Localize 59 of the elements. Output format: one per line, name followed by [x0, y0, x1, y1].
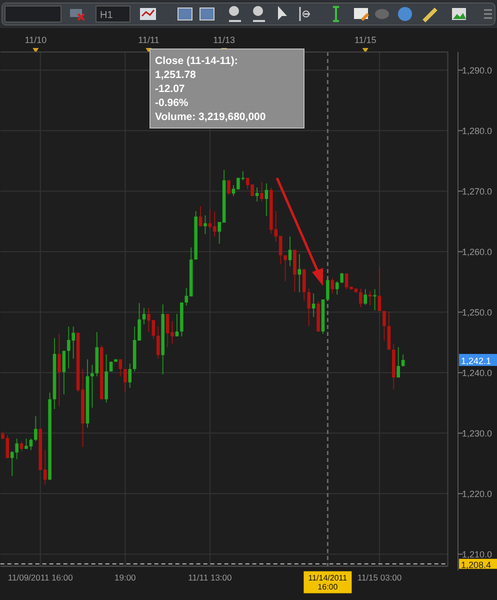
- y-tick-label: 1,210.0: [462, 550, 492, 560]
- candlestick: [373, 288, 376, 311]
- y-tick-label: 1,280.0: [462, 126, 492, 136]
- candlestick: [204, 214, 207, 235]
- text: 11/10: [24, 35, 47, 45]
- annotation: 1,251.78: [155, 69, 196, 81]
- annotation: Volume: 3,219,680,000: [155, 111, 266, 123]
- candlestick: [330, 278, 334, 294]
- ref-line-label: 1,208.4: [461, 560, 492, 570]
- candlestick: [90, 364, 94, 408]
- candlestick: [298, 254, 302, 293]
- candlestick: [364, 288, 368, 306]
- x-tick-label: 11/14/2011 16:00: [308, 573, 348, 592]
- candlestick: [142, 307, 146, 325]
- candlestick: [378, 266, 382, 312]
- annotation: Close (11-14-11):: [155, 55, 238, 67]
- candlestick: [255, 187, 259, 202]
- text: 1,242.1: [461, 356, 492, 366]
- candlestick: [124, 368, 127, 393]
- annotation: -0.96%: [155, 97, 189, 109]
- y-tick-label: 1,230.0: [462, 428, 492, 439]
- candlestick: [382, 310, 386, 342]
- candlestick: [396, 346, 400, 378]
- candlestick: [326, 280, 330, 302]
- candlestick: [312, 292, 316, 318]
- candlestick: [368, 290, 372, 306]
- y-tick-label: 1,250.0: [462, 308, 492, 318]
- candlestick: [335, 280, 339, 296]
- candlestick: [359, 288, 362, 308]
- candlestick: [227, 180, 230, 196]
- candlestick: [340, 272, 344, 284]
- x-tick-label: 11/15 03:00: [357, 572, 402, 582]
- candlestick: [387, 311, 391, 350]
- x-tick-label: 11/09/2011 16:00: [8, 572, 74, 582]
- y-tick-label: 1,220.0: [462, 489, 492, 500]
- candlestick: [284, 254, 287, 282]
- x-tick-label: 11/11 13:00: [188, 572, 232, 582]
- y-tick-label: 1,270.0: [462, 186, 492, 197]
- timeframe-field: H1: [96, 6, 130, 22]
- text: 11/15: [354, 35, 376, 45]
- text: 11/13: [213, 35, 236, 45]
- candlestick: [264, 182, 268, 216]
- y-tick-label: 1,240.0: [462, 368, 492, 378]
- candlestick: [175, 313, 179, 337]
- x-tick-label: 19:00: [114, 572, 136, 582]
- candlestick: [128, 363, 132, 388]
- candlestick: [62, 350, 66, 395]
- candlestick: [156, 326, 160, 360]
- candlestick: [34, 416, 38, 442]
- candlestick: [302, 268, 306, 302]
- candlestick: [307, 288, 311, 327]
- candlestick: [260, 182, 264, 202]
- text: 11/11: [138, 35, 160, 45]
- annotation: -12.07: [155, 83, 185, 95]
- candlestick: [401, 354, 405, 368]
- candlestick: [58, 333, 61, 406]
- y-tick-label: 1,290.0: [462, 66, 492, 76]
- y-tick-label: 1,260.0: [462, 247, 492, 258]
- candlestick: [20, 441, 24, 452]
